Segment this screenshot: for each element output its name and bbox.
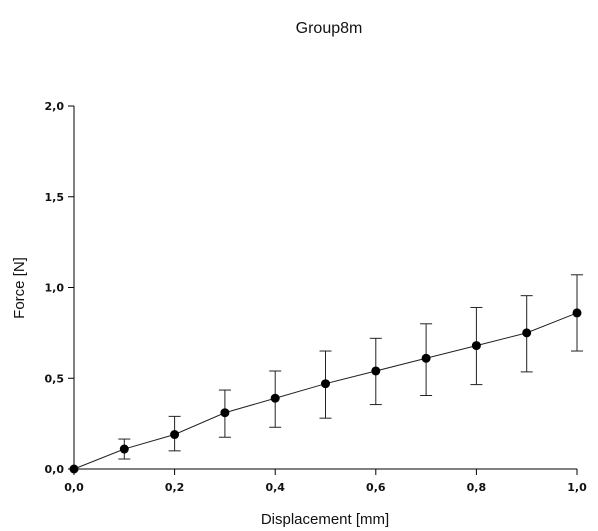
y-tick-label: 0,5 xyxy=(45,372,65,385)
y-tick-label: 0,0 xyxy=(45,463,65,476)
data-point xyxy=(270,393,280,403)
data-point xyxy=(421,353,431,363)
x-tick-label: 1,0 xyxy=(567,481,587,494)
y-tick-label: 2,0 xyxy=(45,100,65,113)
data-point xyxy=(371,366,381,376)
data-point xyxy=(321,379,330,389)
x-tick-label: 0,8 xyxy=(467,481,487,494)
data-point xyxy=(119,444,129,454)
data-point xyxy=(170,430,180,440)
y-tick-label: 1,5 xyxy=(45,191,65,204)
data-point xyxy=(522,328,532,338)
data-point xyxy=(471,341,481,351)
data-point xyxy=(572,308,582,318)
x-tick-label: 0,2 xyxy=(165,481,185,494)
y-axis-label: Force [N] xyxy=(11,257,28,319)
x-tick-label: 0,6 xyxy=(366,481,386,494)
data-point xyxy=(220,408,230,418)
tick-group: 0,0 0,2 0,4 0,6 0,8 1,0 0,0 0,5 1,0 1,5 2,0 xyxy=(45,100,588,494)
y-tick-label: 1,0 xyxy=(45,282,65,295)
data-series xyxy=(69,274,583,474)
chart-title: Group8m xyxy=(296,20,363,37)
data-point xyxy=(69,464,79,474)
x-tick-label: 0,4 xyxy=(265,481,285,494)
x-tick-label: 0,0 xyxy=(64,481,84,494)
x-axis-label: Displacement [mm] xyxy=(261,511,389,528)
